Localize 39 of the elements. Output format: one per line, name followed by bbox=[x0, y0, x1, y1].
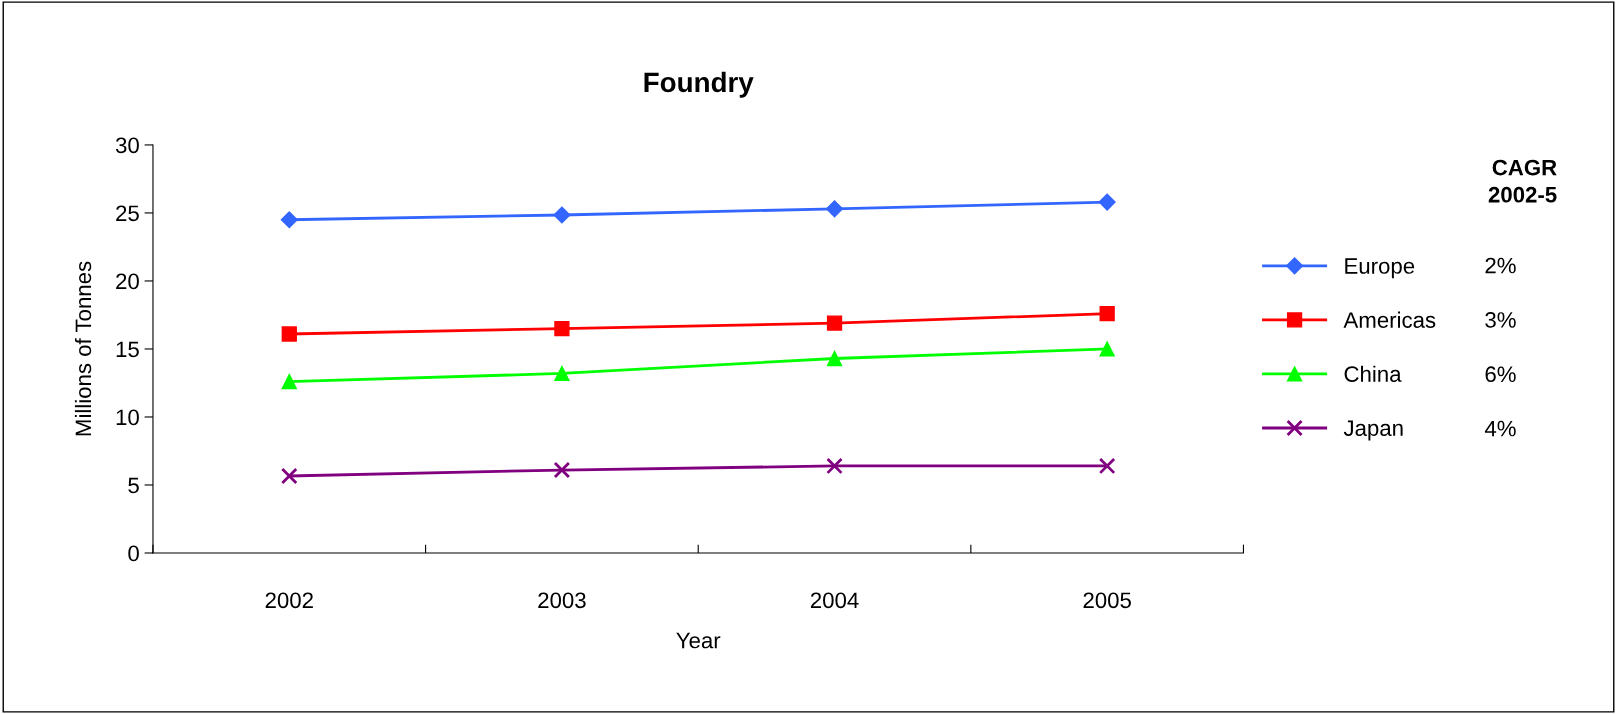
text: 6% bbox=[1485, 366, 1516, 383]
x-tick-label: 2005 bbox=[1083, 592, 1131, 609]
legend-title: CAGR 2002-5 bbox=[1488, 159, 1557, 203]
text: 4% bbox=[1484, 420, 1516, 437]
y-tick-label: 15 bbox=[116, 341, 139, 358]
legend-label: Japan bbox=[1343, 420, 1403, 441]
point bbox=[1098, 193, 1116, 211]
chart-title: Foundry bbox=[644, 71, 754, 98]
point bbox=[281, 326, 297, 342]
x-axis-title: Year bbox=[676, 632, 721, 649]
x-tick-label: 2003 bbox=[538, 592, 586, 609]
y-axis-title: Millions of Tonnes bbox=[74, 261, 92, 436]
y-tick-label: 30 bbox=[115, 137, 139, 154]
legend-label: Americas bbox=[1343, 311, 1436, 328]
point bbox=[826, 350, 843, 367]
point bbox=[1099, 305, 1115, 322]
point bbox=[826, 457, 843, 475]
y-tick-label: 0 bbox=[128, 545, 139, 562]
legend-label: Europe bbox=[1345, 258, 1415, 279]
point bbox=[281, 373, 297, 390]
point bbox=[280, 467, 298, 485]
point bbox=[554, 365, 570, 382]
y-tick-label: 20 bbox=[116, 273, 139, 290]
y-tick-label: 25 bbox=[116, 205, 139, 222]
point bbox=[1099, 341, 1115, 357]
x-tick-label: 2004 bbox=[810, 592, 859, 609]
point bbox=[825, 200, 844, 218]
point bbox=[280, 211, 298, 229]
point bbox=[554, 320, 570, 337]
y-tick-label: 10 bbox=[116, 409, 139, 426]
text: 3% bbox=[1485, 312, 1516, 328]
text: 2% bbox=[1485, 257, 1516, 274]
point bbox=[826, 315, 843, 331]
y-tick-label: 5 bbox=[128, 477, 139, 494]
legend-label: China bbox=[1344, 365, 1402, 382]
point bbox=[553, 461, 571, 479]
point bbox=[1098, 457, 1116, 475]
x-tick-label: 2002 bbox=[265, 592, 313, 609]
point bbox=[553, 206, 571, 224]
